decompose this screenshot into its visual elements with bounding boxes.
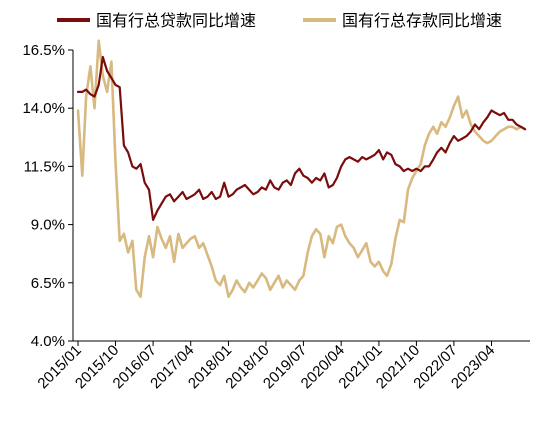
y-tick-label: 16.5% [22, 42, 65, 59]
chart-legend: 国有行总贷款同比增速 国有行总存款同比增速 [57, 11, 502, 30]
series-line-loans [76, 55, 527, 221]
legend-label-deposits: 国有行总存款同比增速 [342, 11, 502, 30]
y-tick-label: 11.5% [24, 158, 65, 175]
y-tick-label: 6.5% [31, 275, 65, 292]
chart-series [76, 39, 527, 299]
y-tick-label: 4.0% [31, 333, 65, 350]
y-tick-label: 14.0% [22, 100, 65, 117]
y-tick-label: 9.0% [31, 217, 65, 234]
legend-label-loans: 国有行总贷款同比增速 [96, 11, 256, 30]
chart-axes: 4.0%6.5%9.0%11.5%14.0%16.5%2015/012015/1… [22, 42, 530, 392]
series-line-deposits [76, 39, 527, 299]
